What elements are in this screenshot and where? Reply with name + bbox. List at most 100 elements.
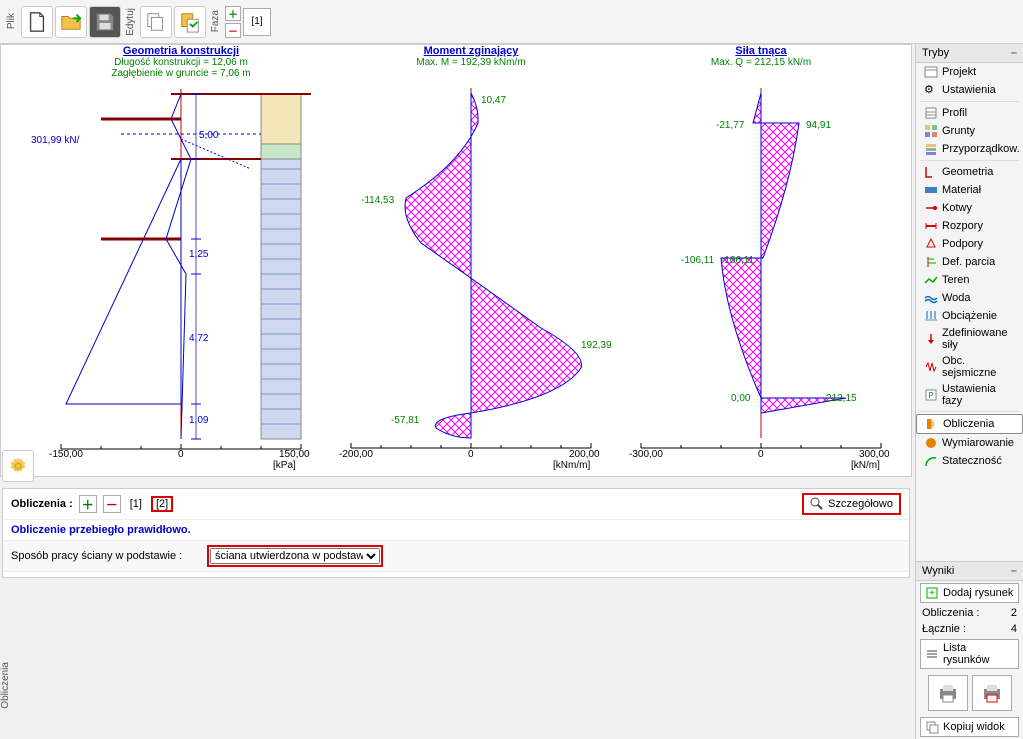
new-file-button[interactable] bbox=[21, 6, 53, 38]
moment-title: Moment zginający bbox=[331, 45, 611, 57]
mode-przyp[interactable]: Przyporządkow. bbox=[916, 140, 1023, 158]
mode-ustawienia[interactable]: ⚙Ustawienia bbox=[916, 81, 1023, 99]
calc-phase-2[interactable]: [2] bbox=[151, 496, 173, 512]
geometry-sub2: Zagłębienie w gruncie = 7,06 m bbox=[41, 68, 321, 79]
geometry-sub1: Długość konstrukcji = 12,06 m bbox=[41, 57, 321, 68]
add-drawing-button[interactable]: + Dodaj rysunek bbox=[920, 583, 1019, 603]
mode-rozpory[interactable]: Rozpory bbox=[916, 217, 1023, 235]
method-select[interactable]: ściana utwierdzona w podstawie bbox=[210, 548, 380, 564]
geo-xmin: -150,00 bbox=[49, 449, 83, 460]
shr-xmin: -300,00 bbox=[629, 449, 663, 460]
chart-area: Geometria konstrukcji Długość konstrukcj… bbox=[0, 44, 912, 477]
phase-indicator[interactable]: [1] bbox=[243, 8, 271, 36]
plik-label: Plik bbox=[4, 11, 19, 31]
shear-bl: 0,00 bbox=[731, 393, 750, 404]
right-panel: Tryby – Projekt ⚙Ustawienia Profil Grunt… bbox=[915, 44, 1023, 739]
top-toolbar: Plik Edytuj Faza ＋ － [1] bbox=[0, 0, 1023, 44]
detail-label: Szczegółowo bbox=[828, 498, 893, 510]
mode-statecznosc[interactable]: Stateczność bbox=[916, 452, 1023, 470]
shr-xzero: 0 bbox=[758, 449, 764, 460]
mode-kotwy[interactable]: Kotwy bbox=[916, 199, 1023, 217]
edytuj-label: Edytuj bbox=[123, 6, 138, 38]
results-minimize-icon[interactable]: – bbox=[1011, 565, 1017, 577]
shear-mr: -106,11 bbox=[721, 255, 754, 266]
statecznosc-icon bbox=[924, 454, 938, 468]
copy-button[interactable] bbox=[140, 6, 172, 38]
dim-2: 1,25 bbox=[189, 249, 208, 260]
remove-phase-button[interactable]: － bbox=[225, 23, 241, 38]
detail-button[interactable]: Szczegółowo bbox=[802, 493, 901, 515]
mode-obciazenie[interactable]: Obciążenie bbox=[916, 307, 1023, 325]
shear-br: 212,15 bbox=[826, 393, 857, 404]
method-label: Sposób pracy ściany w podstawie : bbox=[11, 550, 201, 562]
mode-ustfazy[interactable]: PUstawienia fazy bbox=[916, 381, 1023, 409]
moment-bottom: -57,81 bbox=[391, 415, 419, 426]
geo-xunit: [kPa] bbox=[273, 460, 296, 471]
print-color-button[interactable] bbox=[972, 675, 1012, 711]
mode-profil[interactable]: Profil bbox=[916, 104, 1023, 122]
dim-3: 4,72 bbox=[189, 333, 208, 344]
remove-calc-button[interactable]: － bbox=[103, 495, 121, 513]
modes-minimize-icon[interactable]: – bbox=[1011, 47, 1017, 59]
woda-icon bbox=[924, 291, 938, 305]
obliczenia-icon bbox=[925, 417, 939, 431]
calculations-panel: Obliczenia : ＋ － [1] [2] Szczegółowo Obl… bbox=[2, 488, 910, 578]
add-phase-button[interactable]: ＋ bbox=[225, 6, 241, 21]
side-calc-label: Obliczenia bbox=[0, 662, 11, 709]
results-lacznie-row: Łącznie : 4 bbox=[916, 621, 1023, 637]
obcsejsm-icon bbox=[924, 360, 938, 374]
projekt-icon bbox=[924, 65, 938, 79]
open-file-button[interactable] bbox=[55, 6, 87, 38]
results-header: Wyniki – bbox=[916, 562, 1023, 581]
drawing-list-button[interactable]: Lista rysunków bbox=[920, 639, 1019, 669]
force-label: 301,99 kN/ bbox=[31, 135, 79, 146]
add-calc-button[interactable]: ＋ bbox=[79, 495, 97, 513]
mode-material[interactable]: Materiał bbox=[916, 181, 1023, 199]
zdefsily-icon bbox=[924, 332, 938, 346]
moment-top: 10,47 bbox=[481, 95, 506, 106]
modes-header: Tryby – bbox=[916, 44, 1023, 63]
mode-podpory[interactable]: Podpory bbox=[916, 235, 1023, 253]
geo-xmax: 150,00 bbox=[279, 449, 310, 460]
faza-label: Faza bbox=[208, 8, 223, 34]
mode-obliczenia[interactable]: Obliczenia bbox=[916, 414, 1023, 434]
kotwy-icon bbox=[924, 201, 938, 215]
mode-wymiar[interactable]: Wymiarowanie bbox=[916, 434, 1023, 452]
shr-xunit: [kN/m] bbox=[851, 460, 880, 471]
paste-button[interactable] bbox=[174, 6, 206, 38]
shear-tr: 94,91 bbox=[806, 120, 831, 131]
mode-projekt[interactable]: Projekt bbox=[916, 63, 1023, 81]
mode-grunty[interactable]: Grunty bbox=[916, 122, 1023, 140]
calc-phase-1[interactable]: [1] bbox=[127, 498, 145, 510]
settings-gear-button[interactable] bbox=[2, 450, 34, 482]
add-drawing-icon: + bbox=[925, 586, 939, 600]
mode-obcsejsm[interactable]: Obc. sejsmiczne bbox=[916, 353, 1023, 381]
podpory-icon bbox=[924, 237, 938, 251]
shear-ml: -106,11 bbox=[681, 255, 714, 266]
copy-view-icon bbox=[925, 720, 939, 734]
copy-view-button[interactable]: Kopiuj widok bbox=[920, 717, 1019, 737]
calc-label: Obliczenia : bbox=[11, 498, 73, 510]
ustfazy-icon: P bbox=[924, 388, 938, 402]
gear-icon: ⚙ bbox=[924, 83, 938, 97]
geometry-title: Geometria konstrukcji bbox=[41, 45, 321, 57]
grunty-icon bbox=[924, 124, 938, 138]
svg-text:P: P bbox=[928, 391, 933, 400]
geometria-icon bbox=[924, 165, 938, 179]
defparcia-icon bbox=[924, 255, 938, 269]
material-icon bbox=[924, 183, 938, 197]
mode-zdefsily[interactable]: Zdefiniowane siły bbox=[916, 325, 1023, 353]
save-button[interactable] bbox=[89, 6, 121, 38]
mode-woda[interactable]: Woda bbox=[916, 289, 1023, 307]
modes-header-label: Tryby bbox=[922, 47, 949, 59]
results-obliczenia-row: Obliczenia : 2 bbox=[916, 605, 1023, 621]
teren-icon bbox=[924, 273, 938, 287]
list-icon bbox=[925, 647, 939, 661]
mode-geometria[interactable]: Geometria bbox=[916, 163, 1023, 181]
obciazenie-icon bbox=[924, 309, 938, 323]
geo-xzero: 0 bbox=[178, 449, 184, 460]
mode-teren[interactable]: Teren bbox=[916, 271, 1023, 289]
print-button[interactable] bbox=[928, 675, 968, 711]
shr-xmax: 300,00 bbox=[859, 449, 890, 460]
mode-defparcia[interactable]: Def. parcia bbox=[916, 253, 1023, 271]
